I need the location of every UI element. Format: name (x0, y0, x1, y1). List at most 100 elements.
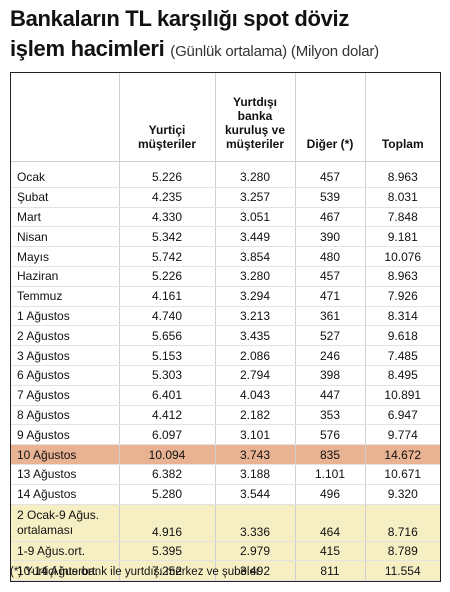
cell-diger: 1.101 (295, 464, 366, 485)
table-body: Ocak 5.226 3.280 457 8.963 Şubat 4.235 3.257 539… (11, 161, 440, 582)
table-row: 2 Ağustos 5.656 3.435 527 9.618 (11, 325, 440, 347)
row-label: 6 Ağustos (11, 365, 120, 386)
row-label: Ocak (11, 168, 120, 188)
cell-diger: 447 (295, 385, 366, 406)
data-table-frame: Yurtiçi müşteriler Yurtdışı banka kurulu… (10, 72, 441, 583)
table-row: 13 Ağustos 6.382 3.188 1.101 10.671 (11, 464, 440, 485)
row-label: 1 Ağustos (11, 306, 120, 327)
cell-diger: 246 (295, 345, 366, 366)
cell-diger: 527 (295, 325, 366, 347)
cell-yurtici: 4.740 (119, 306, 216, 327)
cell-yurtdisi: 3.435 (215, 325, 296, 347)
average-row-label: 10-14 Ağus.ort. (11, 560, 120, 582)
cell-toplam: 9.774 (365, 424, 440, 446)
cell-yurtici: 4.916 (119, 504, 216, 542)
cell-yurtici: 5.280 (119, 484, 216, 505)
row-label: Temmuz (11, 286, 120, 307)
cell-yurtdisi: 2.182 (215, 405, 296, 426)
page-title-main: işlem hacimleri (10, 36, 165, 61)
cell-diger: 361 (295, 306, 366, 327)
table-row: Şubat 4.235 3.257 539 8.031 (11, 187, 440, 208)
cell-yurtdisi: 3.544 (215, 484, 296, 505)
cell-diger: 811 (295, 560, 366, 582)
table-row: Nisan 5.342 3.449 390 9.181 (11, 226, 440, 248)
cell-yurtici: 7.252 (119, 560, 216, 582)
cell-toplam: 10.671 (365, 464, 440, 485)
row-label: 8 Ağustos (11, 405, 120, 426)
cell-yurtdisi: 3.188 (215, 464, 296, 485)
table-row: 10 Ağustos 10.094 3.743 835 14.672 (11, 444, 440, 465)
row-label: 10 Ağustos (11, 444, 120, 465)
cell-toplam: 10.891 (365, 385, 440, 406)
table-row: Mart 4.330 3.051 467 7.848 (11, 207, 440, 228)
row-label: 14 Ağustos (11, 484, 120, 505)
cell-yurtdisi: 3.213 (215, 306, 296, 327)
cell-yurtdisi: 3.280 (215, 266, 296, 287)
cell-diger: 576 (295, 424, 366, 446)
cell-yurtici: 5.226 (119, 168, 216, 188)
row-label: 2 Ağustos (11, 325, 120, 347)
cell-yurtici: 4.330 (119, 207, 216, 228)
cell-diger: 353 (295, 405, 366, 426)
cell-yurtdisi: 3.101 (215, 424, 296, 446)
cell-toplam: 8.716 (365, 504, 440, 542)
average-row-label: 2 Ocak-9 Ağus. ortalaması (11, 504, 120, 542)
cell-yurtici: 5.342 (119, 226, 216, 248)
cell-yurtici: 5.742 (119, 246, 216, 267)
header-toplam: Toplam (365, 73, 440, 162)
cell-diger: 457 (295, 168, 366, 188)
cell-yurtdisi: 3.336 (215, 504, 296, 542)
table-row: 14 Ağustos 5.280 3.544 496 9.320 (11, 484, 440, 505)
row-label: Mart (11, 207, 120, 228)
cell-yurtdisi: 4.043 (215, 385, 296, 406)
table-row: 3 Ağustos 5.153 2.086 246 7.485 (11, 345, 440, 366)
title-block: Bankaların TL karşılığı spot döviz işlem… (0, 0, 450, 65)
average-row: 1-9 Ağus.ort. 5.395 2.979 415 8.789 (11, 541, 440, 562)
row-label: 3 Ağustos (11, 345, 120, 366)
cell-toplam: 6.947 (365, 405, 440, 426)
table-row: Ocak 5.226 3.280 457 8.963 (11, 168, 440, 188)
page-subtitle: (Günlük ortalama) (Milyon dolar) (170, 43, 379, 60)
table-row: Haziran 5.226 3.280 457 8.963 (11, 266, 440, 287)
table-row: 7 Ağustos 6.401 4.043 447 10.891 (11, 385, 440, 406)
table-row: 6 Ağustos 5.303 2.794 398 8.495 (11, 365, 440, 386)
cell-diger: 467 (295, 207, 366, 228)
cell-yurtici: 4.161 (119, 286, 216, 307)
cell-toplam: 7.926 (365, 286, 440, 307)
cell-yurtici: 5.226 (119, 266, 216, 287)
cell-diger: 835 (295, 444, 366, 465)
cell-yurtdisi: 3.294 (215, 286, 296, 307)
cell-yurtici: 5.656 (119, 325, 216, 347)
cell-toplam: 8.963 (365, 266, 440, 287)
cell-diger: 457 (295, 266, 366, 287)
page-title: Bankaların TL karşılığı spot döviz (10, 6, 350, 31)
footnote: (*) Yurtiçi interbank ile yurtdışı merke… (10, 566, 260, 578)
cell-toplam: 9.181 (365, 226, 440, 248)
cell-yurtici: 5.153 (119, 345, 216, 366)
cell-diger: 390 (295, 226, 366, 248)
average-row-label: 1-9 Ağus.ort. (11, 541, 120, 562)
cell-toplam: 8.789 (365, 541, 440, 562)
header-diger: Diğer (*) (295, 73, 366, 162)
row-label: 9 Ağustos (11, 424, 120, 446)
table-row: Temmuz 4.161 3.294 471 7.926 (11, 286, 440, 307)
table-row: Mayıs 5.742 3.854 480 10.076 (11, 246, 440, 267)
cell-diger: 471 (295, 286, 366, 307)
cell-yurtici: 6.097 (119, 424, 216, 446)
cell-toplam: 10.076 (365, 246, 440, 267)
row-label: 13 Ağustos (11, 464, 120, 485)
cell-yurtici: 10.094 (119, 444, 216, 465)
cell-toplam: 7.848 (365, 207, 440, 228)
cell-yurtdisi: 3.854 (215, 246, 296, 267)
table-row: 9 Ağustos 6.097 3.101 576 9.774 (11, 424, 440, 446)
cell-yurtici: 6.401 (119, 385, 216, 406)
header-yurtici: Yurtiçi müşteriler (119, 73, 216, 162)
fx-volume-table: Yurtiçi müşteriler Yurtdışı banka kurulu… (11, 73, 440, 582)
cell-toplam: 14.672 (365, 444, 440, 465)
cell-yurtdisi: 3.492 (215, 560, 296, 582)
cell-toplam: 8.963 (365, 168, 440, 188)
cell-yurtdisi: 3.449 (215, 226, 296, 248)
cell-toplam: 9.320 (365, 484, 440, 505)
cell-toplam: 7.485 (365, 345, 440, 366)
average-row: 2 Ocak-9 Ağus. ortalaması 4.916 3.336 464 8.7… (11, 504, 440, 542)
